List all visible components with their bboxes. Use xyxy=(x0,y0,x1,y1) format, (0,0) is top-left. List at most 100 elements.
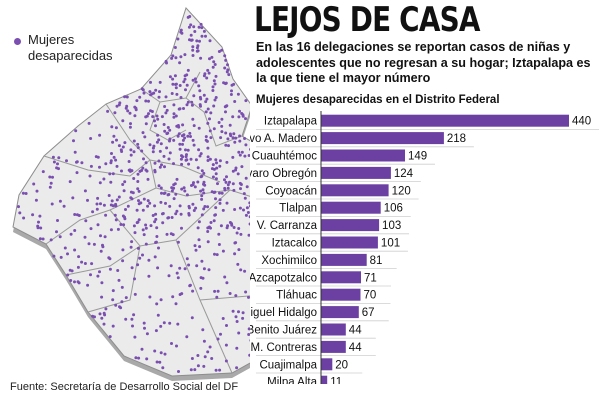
map-dot xyxy=(225,175,228,179)
value-label: 81 xyxy=(370,255,383,267)
map-dot xyxy=(210,167,214,171)
map-dot xyxy=(119,148,123,152)
map-dot xyxy=(99,249,103,253)
source-note: Fuente: Secretaría de Desarrollo Social … xyxy=(10,381,239,393)
map-dot xyxy=(210,55,214,59)
map-dot xyxy=(48,185,52,189)
map-dot xyxy=(144,122,148,126)
map-dot xyxy=(212,79,216,83)
map-dot xyxy=(191,117,195,121)
map-dot xyxy=(185,158,189,162)
map-dot xyxy=(220,124,224,128)
map-dot xyxy=(99,234,102,238)
map-dot xyxy=(202,339,206,343)
map-dot xyxy=(168,321,172,325)
map-dot xyxy=(197,25,201,29)
map-dot xyxy=(227,144,230,148)
map-dot xyxy=(202,171,206,175)
map-dot xyxy=(18,211,22,215)
map-dot xyxy=(178,147,182,151)
map-dot xyxy=(171,295,175,299)
map-dot xyxy=(199,189,203,193)
map-dot xyxy=(162,123,166,126)
map-dot xyxy=(17,205,20,209)
map-dot xyxy=(168,151,172,155)
map-dot xyxy=(198,89,202,93)
map-dot xyxy=(131,191,135,195)
map-dot xyxy=(179,157,183,161)
map-dot xyxy=(240,165,244,169)
category-label: V. Carranza xyxy=(257,220,318,232)
value-label: 44 xyxy=(349,342,362,354)
bar xyxy=(321,358,333,371)
map-dot xyxy=(150,92,154,96)
map-dot xyxy=(159,186,163,190)
missing-women-dots xyxy=(17,15,250,373)
map-dot xyxy=(227,73,231,77)
map-dot xyxy=(206,230,210,233)
map-dot xyxy=(213,252,216,256)
map-dot xyxy=(114,303,118,307)
map-dot xyxy=(109,180,113,184)
map-dot xyxy=(96,196,100,200)
map-dot xyxy=(188,284,192,288)
map-dot xyxy=(58,235,62,239)
map-dot xyxy=(162,321,166,325)
map-dot xyxy=(163,352,167,356)
bar xyxy=(321,236,378,249)
category-label: Iztacalco xyxy=(272,238,317,250)
map-dot xyxy=(228,123,232,127)
map-dot xyxy=(151,146,155,150)
map-dot xyxy=(74,129,78,133)
map-dot xyxy=(80,260,84,264)
category-label: Tláhuac xyxy=(276,290,317,302)
map-dot xyxy=(144,161,148,165)
map-dot xyxy=(137,356,141,360)
map-dot xyxy=(171,82,175,86)
map-dot xyxy=(107,194,111,197)
map-dot xyxy=(208,57,211,61)
map-dot xyxy=(141,166,145,170)
map-dot xyxy=(247,327,250,331)
map-dot xyxy=(165,232,169,236)
map-dot xyxy=(154,124,157,128)
map-dot xyxy=(200,26,204,30)
map-dot xyxy=(32,182,36,186)
map-dot xyxy=(237,115,241,119)
map-dot xyxy=(224,359,228,363)
map-dot xyxy=(188,131,192,135)
map-dot xyxy=(178,61,182,65)
map-dot xyxy=(140,149,144,153)
bar xyxy=(321,306,359,319)
map-dot xyxy=(224,58,228,62)
map-dot xyxy=(224,343,228,347)
map-dot xyxy=(206,121,210,125)
map-dot xyxy=(123,141,127,145)
value-label: 120 xyxy=(392,185,411,197)
map-dot xyxy=(41,237,45,241)
bar xyxy=(321,132,444,145)
map-dot xyxy=(161,221,165,225)
map-dot xyxy=(211,65,215,69)
map-dot xyxy=(117,103,121,107)
map-dot xyxy=(116,269,120,272)
category-label: Coyoacán xyxy=(265,185,317,197)
map-dot xyxy=(187,213,191,217)
map-dot xyxy=(158,149,162,153)
map-dot xyxy=(221,317,225,320)
map-dot xyxy=(225,226,229,230)
map-dot xyxy=(143,135,147,139)
map-dot xyxy=(204,110,208,114)
map-dot xyxy=(159,324,163,328)
map-dot xyxy=(214,368,218,372)
map-dot xyxy=(213,82,217,86)
map-dot xyxy=(114,218,118,222)
map-dot xyxy=(122,189,126,193)
value-label: 103 xyxy=(382,220,401,232)
map-dot xyxy=(87,242,91,246)
map-dot xyxy=(193,185,197,189)
map-dot xyxy=(136,246,140,250)
map-dot xyxy=(84,219,88,223)
map-dot xyxy=(145,357,149,361)
map-dot xyxy=(249,204,250,208)
